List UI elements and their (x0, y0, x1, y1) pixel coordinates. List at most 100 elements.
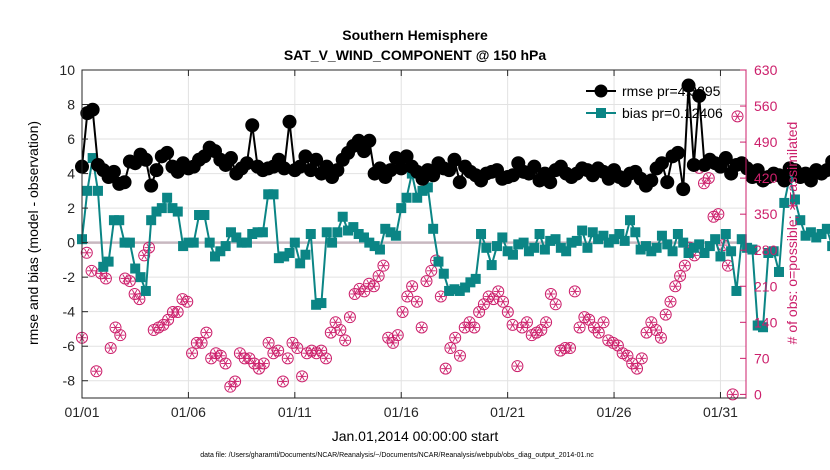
obs-assimilated-marker (189, 349, 195, 358)
obs-possible-marker (573, 321, 586, 334)
obs-possible-marker (291, 342, 304, 355)
obs-assimilated-marker (265, 338, 272, 348)
bias-series-point (140, 285, 151, 296)
obs-count-point (406, 280, 419, 293)
obs-count-point (573, 321, 586, 334)
obs-count-point (511, 360, 524, 373)
obs-assimilated-marker (198, 338, 205, 348)
bias-series-point (358, 232, 369, 243)
rmse-series-point (452, 175, 467, 190)
obs-assimilated-marker (93, 367, 99, 376)
obs-assimilated-marker (505, 307, 511, 317)
obs-assimilated-marker (653, 325, 659, 335)
obs-possible-marker (468, 321, 481, 334)
obs-possible-marker (592, 326, 605, 339)
bias-series-point (614, 229, 625, 239)
obs-possible-marker (497, 295, 510, 308)
obs-assimilated-marker (203, 328, 210, 337)
obs-possible-marker (281, 352, 294, 365)
obs-assimilated-marker (419, 323, 425, 332)
obs-possible-marker (90, 365, 103, 378)
obs-possible-marker (712, 208, 725, 221)
bias-series-point (124, 237, 135, 248)
obs-possible-marker (520, 316, 533, 329)
obs-assimilated-marker (299, 372, 305, 381)
obs-assimilated-marker (332, 318, 339, 327)
bias-series-point (369, 241, 380, 252)
obs-assimilated-marker (218, 351, 224, 360)
obs-assimilated-marker (514, 361, 521, 371)
obs-assimilated-marker (323, 354, 329, 363)
obs-assimilated-marker (476, 307, 482, 317)
obs-assimilated-marker (88, 266, 95, 275)
bias-series-point (279, 251, 290, 262)
obs-assimilated-marker (643, 328, 650, 337)
obs-count-point (664, 295, 677, 308)
bias-series-point (672, 229, 683, 239)
bias-series-point (422, 182, 433, 193)
obs-possible-marker (257, 357, 270, 370)
obs-count-point (114, 329, 127, 342)
bias-series-point (577, 225, 588, 236)
legend-bias-label: bias pr=0.12406 (622, 105, 723, 121)
obs-possible-marker (664, 295, 677, 308)
obs-possible-marker (219, 357, 232, 370)
obs-assimilated-marker (165, 315, 171, 324)
obs-count-point (449, 331, 462, 344)
rmse-series-point (692, 88, 707, 103)
obs-count-point (396, 306, 409, 319)
obs-assimilated-marker (490, 295, 497, 304)
obs-assimilated-marker (160, 320, 166, 330)
legend-rmse-label: rmse pr=4.3295 (622, 83, 721, 99)
obs-assimilated-marker (548, 289, 554, 299)
bias-series-point (401, 192, 412, 203)
bias-series-point (816, 229, 827, 239)
obs-possible-marker (324, 326, 337, 339)
obs-assimilated-marker (495, 287, 501, 296)
obs-count-point (702, 172, 715, 185)
obs-possible-marker (492, 285, 505, 298)
obs-count-point (674, 269, 687, 282)
obs-possible-marker (654, 331, 667, 344)
bias-series-point (225, 227, 236, 238)
obs-count-point (678, 259, 691, 272)
rmse-series-point (245, 118, 260, 133)
obs-count-point (262, 336, 275, 349)
bias-series-point (534, 229, 545, 239)
obs-count-point (654, 331, 667, 344)
y-tick-label-left: 0 (67, 235, 75, 251)
obs-possible-marker (631, 362, 644, 375)
obs-count-point (659, 308, 672, 321)
obs-assimilated-marker (399, 307, 406, 317)
bias-series-point (827, 241, 830, 252)
bias-series-point (311, 299, 322, 310)
obs-assimilated-marker (715, 210, 721, 219)
obs-possible-marker (564, 342, 577, 355)
obs-possible-marker (296, 370, 309, 383)
y-tick-label-right: 210 (754, 278, 778, 294)
bias-series-point (353, 229, 364, 239)
bias-series-point (199, 210, 210, 221)
rmse-series-point (426, 168, 441, 183)
obs-count-point (669, 280, 682, 293)
bias-series-point (92, 185, 103, 196)
bias-series-point (119, 237, 130, 248)
obs-possible-marker (80, 246, 93, 259)
obs-count-point (473, 306, 486, 319)
bias-series-point (417, 185, 428, 196)
obs-possible-marker (85, 264, 98, 277)
obs-count-point (123, 275, 136, 288)
rmse-series-point (654, 156, 669, 171)
bias-series-point (454, 285, 465, 296)
obs-assimilated-marker (385, 333, 391, 342)
obs-assimilated-marker (84, 248, 90, 257)
bias-series-point (87, 153, 98, 164)
obs-possible-marker (678, 259, 691, 272)
bias-series-point (465, 277, 476, 288)
obs-count-point (564, 342, 577, 355)
obs-assimilated-marker (562, 343, 568, 353)
obs-count-point (386, 336, 399, 349)
bias-series-point (178, 241, 189, 252)
obs-count-point (434, 290, 447, 303)
